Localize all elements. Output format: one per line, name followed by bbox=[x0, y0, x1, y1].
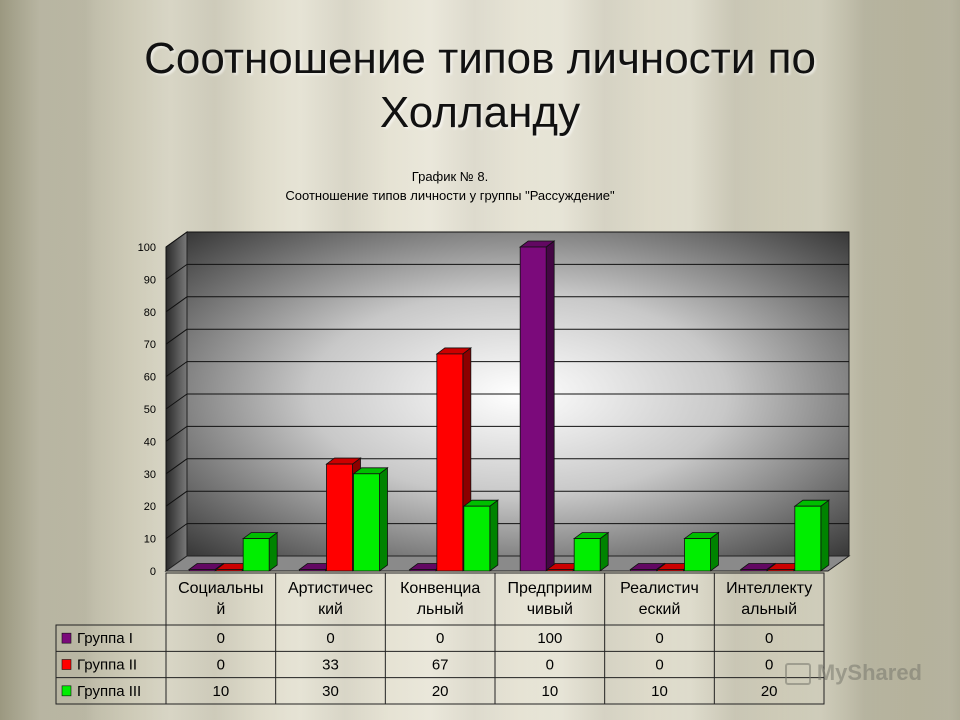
bar bbox=[657, 569, 684, 572]
watermark-text: MyShared bbox=[816, 660, 922, 685]
y-tick-label: 80 bbox=[144, 307, 156, 319]
y-tick-label: 40 bbox=[144, 436, 156, 448]
x-tick-label: Предприим bbox=[507, 580, 592, 597]
data-label: 0 bbox=[436, 630, 444, 647]
data-label: 10 bbox=[212, 683, 229, 700]
gridline-side bbox=[165, 490, 188, 507]
bar bbox=[436, 353, 464, 572]
gridline-side bbox=[165, 328, 188, 345]
bar bbox=[188, 569, 216, 572]
legend-label: Группа I bbox=[77, 630, 133, 647]
data-label: 67 bbox=[432, 657, 449, 674]
bar bbox=[740, 569, 768, 572]
bar-side bbox=[268, 531, 278, 572]
data-label: 0 bbox=[217, 630, 225, 647]
y-tick-label: 20 bbox=[144, 501, 156, 513]
gridline-side bbox=[165, 425, 188, 442]
y-tick-label: 10 bbox=[144, 534, 156, 546]
data-label: 0 bbox=[217, 657, 225, 674]
x-tick-label: еский bbox=[639, 601, 681, 618]
chart-title: График № 8. bbox=[412, 169, 488, 184]
chart-subtitle: Соотношение типов личности у группы "Рас… bbox=[285, 188, 615, 203]
bar bbox=[573, 538, 601, 572]
slide-title-line2: Холланду bbox=[379, 88, 581, 137]
bar-side bbox=[489, 499, 499, 572]
data-label: 0 bbox=[765, 657, 773, 674]
bar-side bbox=[379, 466, 388, 572]
x-tick-label: чивый bbox=[527, 601, 573, 618]
bar bbox=[684, 538, 711, 572]
bar bbox=[215, 569, 243, 572]
bar bbox=[242, 538, 270, 572]
x-tick-label: Конвенциа bbox=[400, 580, 480, 597]
data-label: 0 bbox=[326, 630, 334, 647]
bar bbox=[546, 569, 574, 572]
bar bbox=[630, 569, 657, 572]
data-label: 33 bbox=[322, 657, 339, 674]
watermark-icon bbox=[784, 663, 811, 686]
data-label: 10 bbox=[541, 683, 558, 700]
bar bbox=[767, 569, 795, 572]
bar-side bbox=[710, 531, 719, 572]
legend-swatch bbox=[61, 685, 72, 697]
data-label: 0 bbox=[655, 630, 663, 647]
bar-side bbox=[820, 499, 830, 572]
slide-title: Соотношение типов личности по Холланду bbox=[40, 32, 920, 140]
slide-title-line1: Соотношение типов личности по bbox=[144, 34, 816, 83]
y-tick-label: 0 bbox=[150, 566, 156, 578]
bar-side bbox=[599, 531, 609, 572]
data-label: 20 bbox=[432, 683, 449, 700]
y-tick-label: 60 bbox=[144, 372, 156, 384]
gridline-side bbox=[165, 231, 188, 248]
data-label: 10 bbox=[651, 683, 668, 700]
gridline-side bbox=[165, 296, 188, 313]
gridline-side bbox=[165, 523, 188, 540]
legend-swatch bbox=[61, 632, 72, 644]
data-label: 30 bbox=[322, 683, 339, 700]
bar bbox=[463, 505, 491, 572]
gridline-side bbox=[165, 263, 188, 280]
x-tick-label: кий bbox=[318, 601, 343, 618]
bar bbox=[409, 569, 437, 572]
legend-label: Группа II bbox=[77, 657, 137, 674]
legend-swatch bbox=[61, 659, 72, 670]
gridline-side bbox=[165, 458, 188, 475]
data-label: 0 bbox=[546, 657, 554, 674]
x-tick-label: Социальны bbox=[178, 580, 263, 597]
data-label: 0 bbox=[655, 657, 663, 674]
y-tick-label: 100 bbox=[138, 242, 156, 254]
gridline-side bbox=[165, 393, 188, 410]
data-label: 0 bbox=[765, 630, 773, 647]
bar bbox=[794, 505, 822, 572]
x-tick-label: й bbox=[216, 601, 225, 618]
y-tick-label: 70 bbox=[144, 339, 156, 351]
y-tick-label: 30 bbox=[144, 469, 156, 481]
x-tick-label: Реалистич bbox=[620, 580, 699, 597]
x-tick-label: Артистичес bbox=[288, 580, 373, 597]
bar bbox=[519, 246, 547, 572]
bar bbox=[326, 463, 353, 572]
y-tick-label: 50 bbox=[144, 404, 156, 416]
bar bbox=[353, 473, 380, 572]
data-label: 20 bbox=[761, 683, 778, 700]
y-tick-label: 90 bbox=[144, 274, 156, 286]
data-label: 100 bbox=[537, 630, 562, 647]
x-tick-label: Интеллекту bbox=[726, 580, 812, 597]
bar bbox=[299, 569, 326, 572]
x-tick-label: льный bbox=[417, 601, 464, 618]
gridline-side bbox=[165, 361, 188, 378]
watermark: MyShared bbox=[784, 660, 922, 686]
bar-side bbox=[545, 240, 555, 572]
legend-label: Группа III bbox=[77, 683, 141, 700]
x-tick-label: альный bbox=[741, 601, 797, 618]
